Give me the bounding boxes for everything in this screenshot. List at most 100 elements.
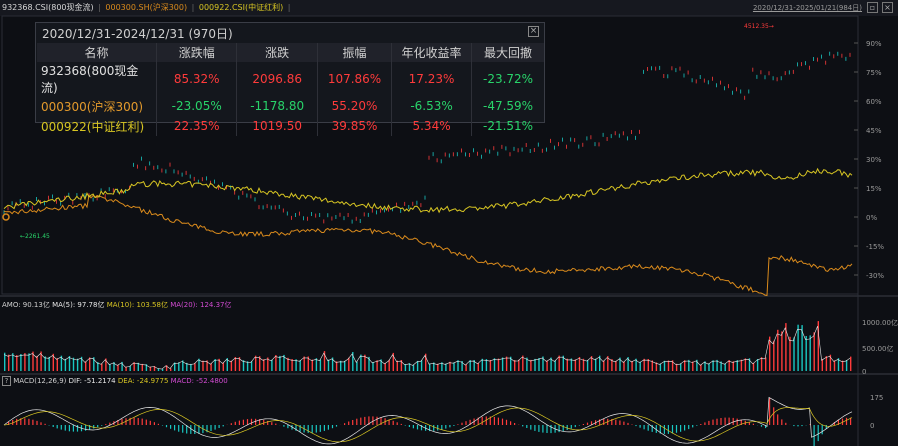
macd-bar	[109, 422, 111, 425]
volume-bar	[16, 355, 18, 371]
macd-bar	[821, 425, 823, 435]
macd-bar	[420, 425, 423, 431]
table-row[interactable]: 000922(中证红利) 22.35% 1019.50 39.85% 5.34%…	[37, 116, 544, 136]
volume-bar	[675, 363, 678, 371]
volume-bar	[793, 337, 795, 371]
macd-bar	[542, 425, 544, 433]
volume-bar	[501, 357, 504, 371]
volume-bar	[72, 357, 75, 371]
volume-bar	[489, 360, 492, 371]
macd-bar	[40, 422, 42, 425]
volume-bar	[566, 358, 568, 371]
macd-bar	[445, 425, 447, 429]
volume-bar	[121, 361, 123, 371]
legend-series-b[interactable]: 000300.SH(沪深300)	[105, 3, 188, 12]
macd-bar	[437, 425, 439, 431]
macd-bar	[149, 420, 151, 425]
macd-bar	[250, 418, 253, 425]
macd-bar	[675, 425, 678, 433]
macd-bar	[627, 422, 629, 425]
volume-bar	[429, 363, 431, 371]
restore-icon[interactable]: ▫	[867, 2, 878, 13]
macd-bar	[101, 425, 103, 426]
volume-bar	[829, 354, 832, 371]
volume-bar	[655, 362, 658, 371]
volume-bar	[396, 360, 398, 371]
volume-tick-label: 0	[862, 368, 866, 376]
macd-bar	[24, 418, 26, 425]
volume-bar	[485, 359, 488, 371]
macd-bar	[416, 425, 419, 430]
volume-bar	[821, 359, 823, 371]
volume-bar	[736, 360, 738, 371]
macd-bar	[16, 418, 18, 425]
volume-bar	[554, 360, 556, 371]
ma20-value: MA(20): 124.37亿	[170, 301, 232, 309]
macd-bar	[190, 425, 192, 434]
volume-bar	[76, 358, 79, 371]
panel-title: 2020/12/31-2024/12/31 (970日)	[42, 27, 233, 41]
macd-bar	[348, 421, 350, 425]
table-row[interactable]: 000300(沪深300) -23.05% -1178.80 55.20% -6…	[37, 96, 544, 116]
macd-bar	[295, 425, 297, 431]
volume-bar	[744, 358, 747, 371]
volume-bar	[133, 362, 135, 371]
volume-bar	[667, 360, 670, 371]
volume-bar	[586, 360, 589, 371]
volume-bar	[52, 353, 54, 371]
macd-bar	[36, 420, 38, 425]
macd-bar	[331, 425, 334, 429]
row-name: 932368(800现金流)	[37, 62, 158, 96]
close-icon[interactable]: ×	[882, 2, 893, 13]
macd-bar	[599, 419, 601, 425]
volume-bar	[12, 353, 14, 371]
volume-bar	[773, 340, 775, 371]
macd-bar	[388, 419, 390, 425]
volume-bar	[445, 363, 447, 371]
volume-indicator-label[interactable]: AMO: 90.13亿 MA(5): 97.78亿 MA(10): 103.58…	[2, 300, 231, 310]
top-bar: 932368.CSI(800现金流) | 000300.SH(沪深300) | …	[0, 0, 898, 16]
macd-bar	[837, 419, 839, 425]
volume-bar	[186, 362, 188, 371]
volume-bar	[716, 359, 718, 371]
table-row[interactable]: 932368(800现金流) 85.32% 2096.86 107.86% 17…	[37, 62, 544, 96]
y-tick-label: -30%	[866, 272, 884, 280]
macd-bar	[32, 419, 34, 425]
volume-bar	[643, 358, 645, 371]
macd-bar	[186, 425, 188, 434]
col-amp: 振幅	[317, 43, 393, 62]
macd-bar	[392, 420, 394, 425]
macd-bar	[785, 422, 787, 425]
volume-bar	[416, 360, 419, 371]
macd-bar	[170, 425, 172, 429]
macd-indicator-label[interactable]: ? MACD(12,26,9) DIF: -51.2174 DEA: -24.9…	[2, 376, 228, 386]
ma10-value: MA(10): 103.58亿	[106, 301, 168, 309]
macd-bar	[117, 420, 119, 425]
volume-bar	[720, 361, 722, 371]
legend-series-c[interactable]: 000922.CSI(中证红利)	[198, 3, 284, 12]
macd-bar	[129, 417, 131, 425]
date-range-label[interactable]: 2020/12/31-2025/01/21(984日)	[752, 4, 862, 12]
y-tick-label: 45%	[866, 127, 882, 135]
volume-bar	[113, 362, 115, 371]
macd-bar	[631, 424, 633, 425]
macd-bar	[760, 425, 763, 427]
legend-series-a[interactable]: 932368.CSI(800现金流)	[2, 3, 94, 12]
volume-bar	[101, 363, 103, 371]
macd-bar	[833, 422, 835, 425]
macd-bar	[850, 417, 852, 425]
macd-bar	[44, 423, 46, 425]
volume-bar	[651, 360, 653, 371]
row-amp: 55.20%	[317, 96, 393, 116]
help-icon[interactable]: ?	[2, 376, 11, 386]
volume-bar	[125, 366, 127, 371]
volume-bar	[352, 352, 354, 371]
panel-close-icon[interactable]: ×	[528, 26, 539, 37]
macd-bar	[712, 419, 714, 425]
row-mdd: -23.72%	[482, 72, 534, 86]
volume-bar	[785, 323, 787, 371]
macd-bar	[344, 423, 346, 425]
macd-bar	[748, 422, 750, 425]
volume-bar	[789, 336, 791, 371]
